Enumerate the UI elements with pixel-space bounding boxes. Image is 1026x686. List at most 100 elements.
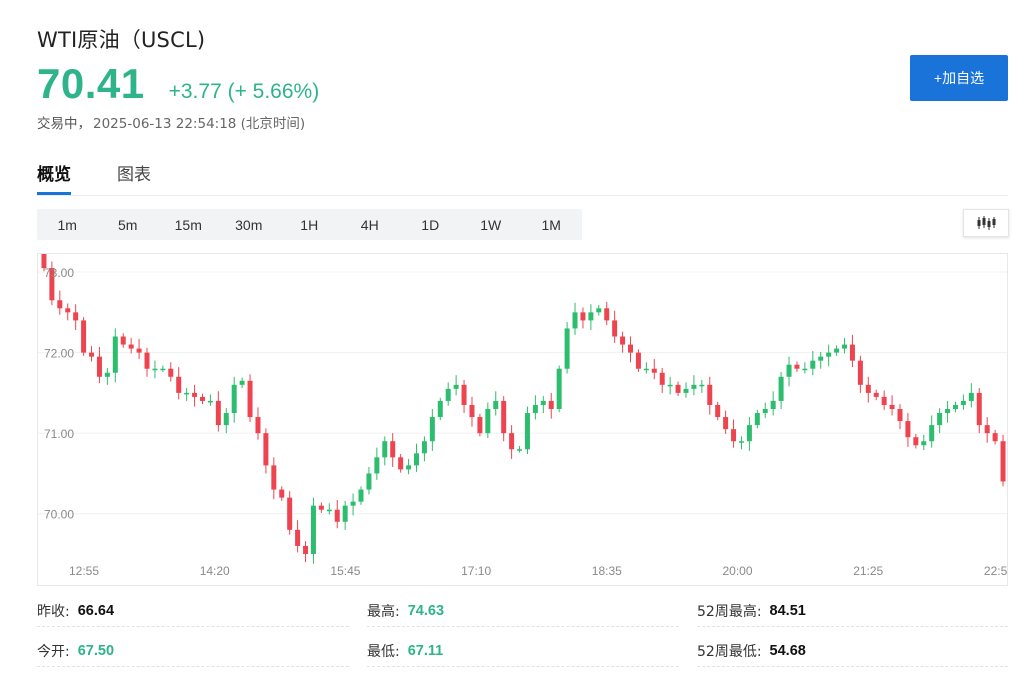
candle-body <box>937 413 943 426</box>
stat-label: 昨收: <box>37 603 70 620</box>
candle-body <box>762 409 768 414</box>
candle-body <box>667 384 673 387</box>
candle-body <box>984 425 990 434</box>
candle-body <box>192 392 198 397</box>
x-tick-label: 20:00 <box>723 564 753 578</box>
candle-body <box>469 404 475 418</box>
candle-body <box>501 400 507 434</box>
x-tick-label: 22:5 <box>984 564 1007 578</box>
period-4h[interactable]: 4H <box>360 216 379 233</box>
candle-body <box>128 344 134 349</box>
stat-52w-high: 52周最高: 84.51 <box>697 595 1008 627</box>
candle-body <box>445 388 451 401</box>
candle-body <box>905 421 911 438</box>
stat-label: 最低: <box>367 643 400 660</box>
candle-body <box>73 312 79 321</box>
candle-body <box>754 413 760 426</box>
period-15m[interactable]: 15m <box>174 216 202 233</box>
candle-body <box>144 352 150 369</box>
candle-body <box>120 336 126 345</box>
period-1m[interactable]: 1m <box>57 216 77 233</box>
candle-body <box>643 368 649 371</box>
candle-body <box>453 384 459 389</box>
candle-body <box>842 344 848 349</box>
stat-high: 最高: 74.63 <box>367 595 679 627</box>
candle-body <box>303 545 309 554</box>
candle-body <box>429 417 435 442</box>
period-30m[interactable]: 30m <box>235 216 263 233</box>
candle-body <box>517 449 523 451</box>
candlestick-icon <box>977 216 996 230</box>
candle-body <box>921 441 927 446</box>
price-row: 70.41 +3.77 (+ 5.66%) <box>37 60 319 108</box>
y-tick-label: 73.00 <box>44 266 74 280</box>
candle-body <box>659 372 665 385</box>
candle-body <box>897 409 903 422</box>
candle-body <box>112 336 118 373</box>
candle-body <box>834 348 840 353</box>
candle-body <box>707 384 713 405</box>
candle-body <box>382 441 388 458</box>
candle-body <box>873 392 879 397</box>
tab-chart[interactable]: 图表 <box>117 165 151 185</box>
candle-body <box>596 308 602 313</box>
candle-body <box>731 429 737 442</box>
candle-body <box>572 312 578 329</box>
stat-label: 52周最低: <box>697 643 762 660</box>
candle-body <box>548 400 554 409</box>
x-tick-label: 15:45 <box>330 564 360 578</box>
candle-body <box>374 457 380 474</box>
candle-body <box>334 509 340 522</box>
candle-body <box>65 308 71 313</box>
candle-body <box>786 364 792 377</box>
candle-body <box>49 268 55 301</box>
candle-body <box>295 529 301 546</box>
candle-body <box>770 400 776 409</box>
candle-body <box>524 413 530 450</box>
x-tick-label: 17:10 <box>461 564 491 578</box>
candle-body <box>89 352 95 357</box>
candle-body <box>604 308 610 321</box>
period-5m[interactable]: 5m <box>118 216 138 233</box>
candle-body <box>826 352 832 357</box>
period-1w[interactable]: 1W <box>480 216 502 233</box>
y-tick-label: 72.00 <box>44 347 74 361</box>
candle-body <box>913 437 919 446</box>
chart-type-button[interactable] <box>963 209 1009 237</box>
y-tick-label: 70.00 <box>44 508 74 522</box>
stat-value: 54.68 <box>769 642 806 659</box>
candle-body <box>738 441 744 443</box>
chart-canvas: 73.00 72.00 71.00 70.00 12:55 14:20 15:45 17:1… <box>38 254 1007 578</box>
x-tick-label: 14:20 <box>200 564 230 578</box>
candle-body <box>136 348 142 353</box>
add-to-watchlist-button[interactable]: +加自选 <box>910 55 1008 101</box>
price-change: +3.77 (+ 5.66%) <box>168 80 320 103</box>
stat-open: 今开: 67.50 <box>37 635 349 667</box>
stat-label: 今开: <box>37 643 70 660</box>
candle-body <box>255 417 261 434</box>
candle-body <box>263 433 269 466</box>
candlestick-chart[interactable]: 73.00 72.00 71.00 70.00 12:55 14:20 15:45 17:1… <box>37 253 1008 586</box>
period-1d[interactable]: 1D <box>421 216 440 233</box>
candle-body <box>635 352 641 369</box>
stat-value: 67.50 <box>77 642 115 659</box>
candle-body <box>176 376 182 393</box>
candle-body <box>802 368 808 371</box>
candle-body <box>310 505 316 554</box>
candle-body <box>326 509 332 512</box>
candle-body <box>57 300 63 309</box>
period-1h[interactable]: 1H <box>300 216 319 233</box>
tab-overview[interactable]: 概览 <box>37 158 71 195</box>
candle-body <box>857 360 863 385</box>
candle-body <box>239 380 245 385</box>
period-selector: 1m 5m 15m 30m 1H 4H 1D 1W 1M <box>37 209 582 240</box>
period-1mo[interactable]: 1M <box>541 216 561 233</box>
candle-body <box>485 409 491 434</box>
y-tick-label: 71.00 <box>44 427 74 441</box>
candle-body <box>215 400 221 426</box>
candle-body <box>612 320 618 337</box>
candle-body <box>437 400 443 418</box>
candle-body <box>279 489 285 498</box>
candle-body <box>96 356 102 377</box>
candle-body <box>715 404 721 418</box>
